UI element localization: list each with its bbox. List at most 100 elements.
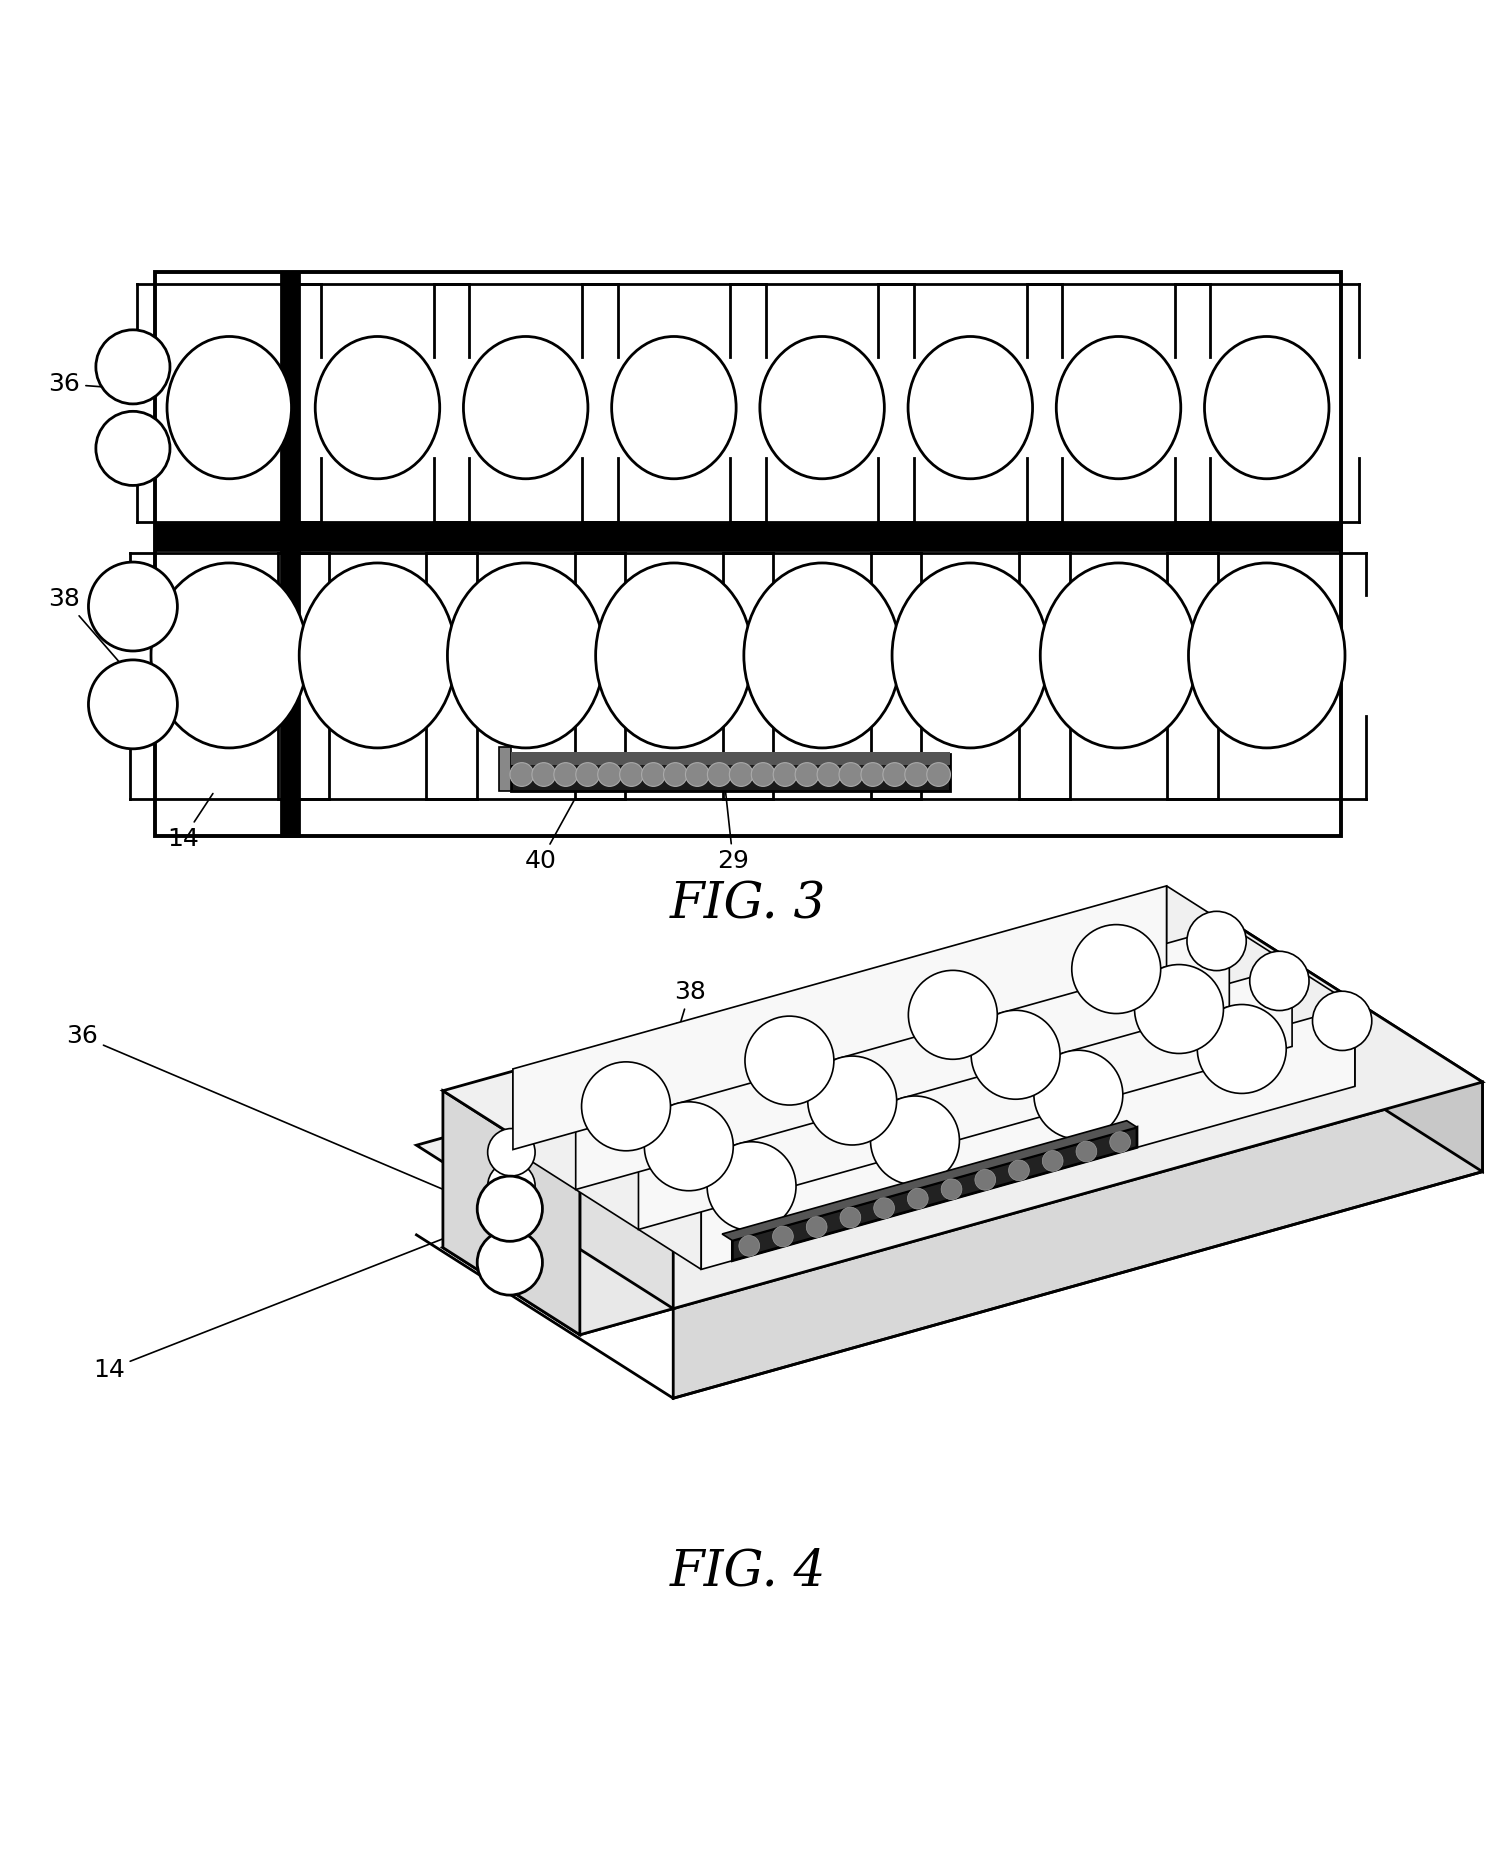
Circle shape xyxy=(905,762,929,787)
Circle shape xyxy=(796,762,818,787)
Circle shape xyxy=(860,762,884,787)
Ellipse shape xyxy=(908,337,1032,479)
Polygon shape xyxy=(676,1023,865,1223)
Ellipse shape xyxy=(464,337,588,479)
Circle shape xyxy=(1249,951,1309,1010)
Text: 38: 38 xyxy=(645,980,706,1141)
Text: 29: 29 xyxy=(717,757,749,872)
Bar xyxy=(156,524,1340,550)
Polygon shape xyxy=(723,1120,1137,1241)
Ellipse shape xyxy=(447,563,604,747)
Circle shape xyxy=(1043,1150,1064,1171)
Circle shape xyxy=(1312,992,1372,1051)
Circle shape xyxy=(874,1199,895,1219)
Circle shape xyxy=(772,1227,793,1247)
Circle shape xyxy=(576,762,600,787)
Ellipse shape xyxy=(316,337,440,479)
Polygon shape xyxy=(513,1068,702,1269)
Circle shape xyxy=(839,1208,860,1228)
Polygon shape xyxy=(443,1064,673,1178)
Circle shape xyxy=(730,762,752,787)
Circle shape xyxy=(1110,1131,1131,1152)
Circle shape xyxy=(664,762,687,787)
Polygon shape xyxy=(839,977,1028,1178)
Text: 36: 36 xyxy=(66,1023,507,1217)
Circle shape xyxy=(488,1197,536,1243)
Text: FIG. 3: FIG. 3 xyxy=(670,880,826,930)
Text: 36: 36 xyxy=(48,373,130,395)
Circle shape xyxy=(619,762,643,787)
Circle shape xyxy=(510,762,534,787)
Bar xyxy=(156,272,1340,835)
Ellipse shape xyxy=(892,563,1049,747)
Circle shape xyxy=(1071,925,1161,1014)
Circle shape xyxy=(488,1128,536,1176)
Circle shape xyxy=(598,762,621,787)
Polygon shape xyxy=(1167,885,1355,1087)
Text: 40: 40 xyxy=(525,798,576,872)
Circle shape xyxy=(582,1062,670,1150)
Circle shape xyxy=(871,1096,959,1186)
Ellipse shape xyxy=(744,563,901,747)
Circle shape xyxy=(96,412,171,485)
Circle shape xyxy=(773,762,797,787)
Polygon shape xyxy=(1004,932,1191,1131)
Circle shape xyxy=(1186,911,1246,971)
Circle shape xyxy=(488,1161,536,1210)
Circle shape xyxy=(739,1236,760,1256)
Circle shape xyxy=(808,1057,896,1144)
Circle shape xyxy=(1134,964,1224,1053)
Text: 14: 14 xyxy=(168,794,212,852)
Ellipse shape xyxy=(1056,337,1180,479)
Ellipse shape xyxy=(1188,563,1345,747)
Bar xyxy=(510,755,950,790)
Polygon shape xyxy=(513,885,1167,1150)
Text: 38: 38 xyxy=(48,587,132,675)
Ellipse shape xyxy=(595,563,752,747)
Circle shape xyxy=(1008,1159,1029,1180)
Circle shape xyxy=(554,762,577,787)
Circle shape xyxy=(751,762,775,787)
Polygon shape xyxy=(580,1152,673,1335)
Circle shape xyxy=(941,1178,962,1200)
Circle shape xyxy=(1076,1141,1097,1161)
Text: 36: 36 xyxy=(1297,1003,1328,1212)
Polygon shape xyxy=(443,1221,673,1335)
Circle shape xyxy=(971,1010,1061,1100)
Circle shape xyxy=(533,762,555,787)
Circle shape xyxy=(1034,1049,1123,1139)
Bar xyxy=(281,272,299,835)
Text: 14: 14 xyxy=(93,1152,663,1381)
Polygon shape xyxy=(443,1090,580,1335)
Ellipse shape xyxy=(760,337,884,479)
Circle shape xyxy=(806,1217,827,1238)
Circle shape xyxy=(96,330,171,404)
Circle shape xyxy=(645,1102,733,1191)
Text: FIG. 4: FIG. 4 xyxy=(670,1547,826,1597)
Circle shape xyxy=(708,762,732,787)
Circle shape xyxy=(839,762,863,787)
Circle shape xyxy=(685,762,709,787)
Ellipse shape xyxy=(151,563,308,747)
Bar xyxy=(500,747,510,790)
Circle shape xyxy=(88,563,178,651)
Circle shape xyxy=(642,762,666,787)
Circle shape xyxy=(883,762,907,787)
Polygon shape xyxy=(639,966,1293,1230)
Polygon shape xyxy=(576,926,1230,1189)
Ellipse shape xyxy=(299,563,456,747)
Polygon shape xyxy=(733,1128,1137,1260)
Ellipse shape xyxy=(612,337,736,479)
Circle shape xyxy=(745,1016,833,1105)
Circle shape xyxy=(88,660,178,749)
Circle shape xyxy=(908,971,998,1059)
Circle shape xyxy=(926,762,950,787)
Circle shape xyxy=(477,1176,543,1241)
Polygon shape xyxy=(673,1081,1483,1398)
Circle shape xyxy=(975,1169,996,1191)
Ellipse shape xyxy=(168,337,292,479)
Polygon shape xyxy=(416,919,1483,1309)
Polygon shape xyxy=(1225,919,1483,1172)
Bar xyxy=(510,753,950,766)
Circle shape xyxy=(817,762,841,787)
